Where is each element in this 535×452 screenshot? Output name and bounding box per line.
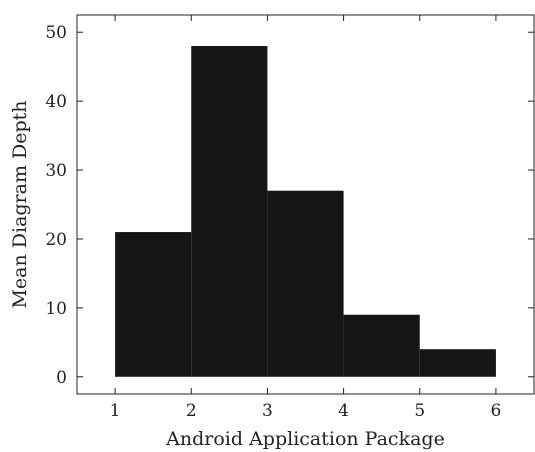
y-tick-label: 20 xyxy=(45,230,67,250)
bar-1 xyxy=(115,232,192,377)
y-tick-label: 40 xyxy=(45,92,67,112)
bar-5 xyxy=(419,349,496,377)
y-tick-label: 50 xyxy=(45,23,67,43)
x-axis-label: Android Application Package xyxy=(165,428,445,450)
y-axis-label: Mean Diagram Depth xyxy=(9,100,31,308)
x-tick-labels: 1 2 3 4 5 6 xyxy=(110,401,502,421)
x-tick-label: 2 xyxy=(186,401,197,421)
x-tick-label: 4 xyxy=(338,401,349,421)
bar-3 xyxy=(267,190,344,377)
y-tick-label: 30 xyxy=(45,161,67,181)
bars-group xyxy=(115,46,496,377)
bar-4 xyxy=(343,314,420,377)
ticks-group xyxy=(77,15,534,394)
bar-2 xyxy=(191,46,268,377)
y-tick-label: 0 xyxy=(56,368,67,388)
y-tick-label: 10 xyxy=(45,299,67,319)
x-tick-label: 3 xyxy=(262,401,273,421)
plot-frame xyxy=(76,14,535,395)
y-tick-labels: 0 10 20 30 40 50 xyxy=(45,23,67,388)
x-tick-label: 1 xyxy=(110,401,121,421)
x-tick-label: 6 xyxy=(491,401,502,421)
x-tick-label: 5 xyxy=(414,401,425,421)
